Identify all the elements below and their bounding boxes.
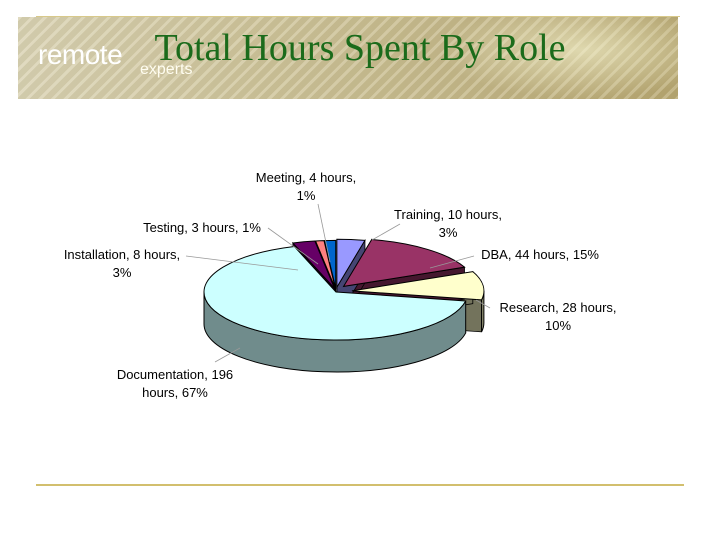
data-label-installation: Installation, 8 hours, 3% (64, 247, 180, 280)
pie-slice-research (351, 271, 485, 301)
data-label-testing: Testing, 3 hours, 1% (143, 220, 261, 235)
leader-line-training (371, 223, 401, 241)
pie-slice-meeting (323, 239, 337, 289)
leader-line-testing (267, 227, 319, 265)
logo-subtext: experts (140, 61, 193, 78)
data-label-training: Training, 10 hours, 3% (394, 207, 502, 240)
leader-line-installation (185, 255, 299, 271)
pie-slice-documentation (203, 245, 467, 341)
slide-title: Total Hours Spent By Role (154, 27, 566, 69)
pie-slice-training (336, 238, 366, 290)
data-label-documentation: Documentation, 196 hours, 67% (117, 367, 233, 400)
data-label-meeting: Meeting, 4 hours, 1% (256, 170, 356, 203)
bottom-rule (36, 484, 684, 486)
logo-wordmark: remote (38, 39, 123, 70)
data-label-research: Research, 28 hours, 10% (499, 300, 616, 333)
header-banner: remote experts (18, 17, 678, 99)
top-rule (36, 16, 680, 17)
pie-slice-installation (291, 240, 336, 289)
data-label-dba: DBA, 44 hours, 15% (481, 247, 599, 262)
pie-slice-dba (342, 239, 466, 288)
leader-line-documentation (214, 347, 241, 363)
leader-line-dba (429, 255, 475, 269)
leader-line-research (475, 299, 491, 309)
leader-line-meeting (317, 203, 331, 263)
